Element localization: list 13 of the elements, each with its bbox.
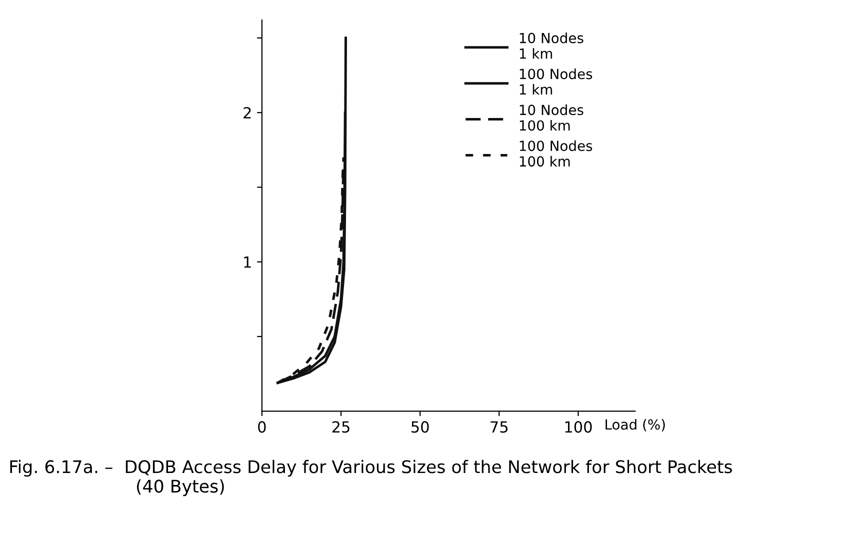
caption: Fig. 6.17a. – DQDB Access Delay for Various Sizes of the Network for Short Packets (40 Bytes): [10, 460, 732, 496]
y-tick-label: 2: [244, 107, 251, 118]
legend-label: 100 Nodes 1 km: [520, 68, 592, 95]
legend-label: 10 Nodes 1 km: [520, 32, 584, 59]
x-tick-label: 100: [565, 421, 592, 433]
x-tick-label: 0: [258, 421, 266, 433]
x-axis-title: Load (%): [606, 418, 665, 432]
x-tick-label: 50: [412, 421, 429, 433]
x-tick-label: 75: [490, 421, 508, 433]
legend-label: 100 Nodes 100 km: [520, 140, 592, 167]
y-tick-label: 1: [244, 256, 251, 268]
x-tick-label: 25: [332, 421, 350, 433]
legend-label: 10 Nodes 100 km: [520, 104, 584, 131]
